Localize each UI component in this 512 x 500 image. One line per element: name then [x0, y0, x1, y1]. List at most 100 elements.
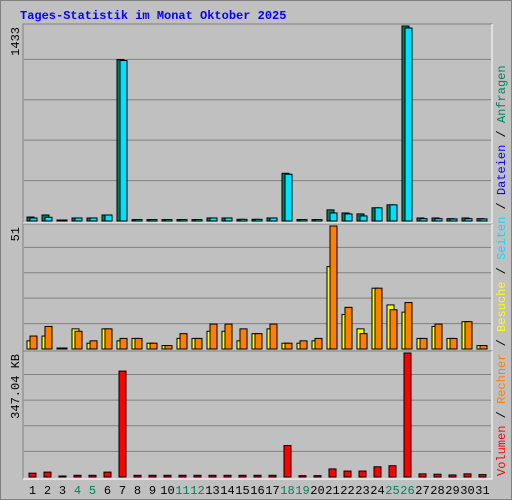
x-tick-label: 16: [250, 484, 264, 498]
bar: [344, 306, 353, 350]
bar: [373, 466, 382, 478]
x-tick-label: 19: [295, 484, 309, 498]
x-tick-label: 27: [415, 484, 429, 498]
bar: [209, 323, 218, 350]
bar: [118, 370, 127, 478]
bar: [103, 471, 112, 478]
bar: [389, 309, 398, 350]
bar: [404, 27, 413, 222]
bar: [44, 216, 53, 222]
bar: [463, 473, 472, 478]
bar: [359, 333, 368, 350]
x-tick-label: 5: [89, 484, 96, 498]
panel: [22, 23, 493, 224]
bar: [133, 474, 142, 478]
bar: [209, 217, 218, 222]
bar: [148, 474, 157, 478]
bar: [298, 475, 307, 478]
legend-separator: /: [495, 195, 509, 217]
panel-bevel: [23, 24, 493, 224]
legend-separator: /: [495, 260, 509, 282]
bar: [299, 340, 308, 350]
legend: Volumen / Rechner / Besuche / Seiten / D…: [495, 65, 509, 476]
bar: [328, 468, 337, 478]
bar: [43, 471, 52, 478]
bar: [449, 337, 458, 350]
panel: [22, 350, 493, 480]
bar: [163, 474, 172, 478]
x-tick-label: 8: [134, 484, 141, 498]
x-tick-label: 29: [445, 484, 459, 498]
bar: [134, 219, 143, 222]
bar: [434, 323, 443, 350]
bar: [104, 328, 113, 350]
x-tick-label: 3: [59, 484, 66, 498]
x-tick-label: 22: [340, 484, 354, 498]
bar: [253, 474, 262, 478]
bar: [164, 345, 173, 350]
bar: [164, 219, 173, 222]
bar: [119, 337, 128, 350]
bar: [239, 328, 248, 350]
bar: [89, 217, 98, 222]
bar: [374, 287, 383, 350]
bar: [284, 173, 293, 222]
bar: [254, 333, 263, 350]
x-tick-label: 1: [29, 484, 36, 498]
bar: [29, 217, 38, 222]
bar: [283, 445, 292, 478]
y-tick-label: 51: [9, 227, 23, 241]
bar: [404, 302, 413, 350]
bar: [314, 337, 323, 350]
x-tick-label: 31: [475, 484, 489, 498]
x-tick-label: 4: [74, 484, 81, 498]
x-tick-label: 12: [190, 484, 204, 498]
x-tick-label: 25: [385, 484, 399, 498]
bar: [179, 333, 188, 350]
x-tick-label: 7: [119, 484, 126, 498]
bar: [464, 321, 473, 350]
bar: [28, 472, 37, 478]
legend-separator: /: [495, 332, 509, 354]
bar: [479, 218, 488, 222]
bar: [449, 218, 458, 222]
x-tick-label: 23: [355, 484, 369, 498]
bar: [193, 474, 202, 478]
x-tick-label: 2: [44, 484, 51, 498]
bar: [194, 337, 203, 350]
legend-entry: Volumen: [495, 426, 509, 476]
bar: [44, 325, 53, 350]
x-tick-label: 24: [370, 484, 384, 498]
bar: [418, 473, 427, 478]
bar: [434, 218, 443, 222]
bar: [59, 219, 68, 222]
legend-entry: Dateien: [495, 145, 509, 195]
bar: [284, 342, 293, 350]
x-tick-label: 13: [205, 484, 219, 498]
x-tick-label: 20: [310, 484, 324, 498]
bar: [89, 340, 98, 350]
bar: [479, 345, 488, 350]
panel-bevel: [23, 351, 493, 480]
x-tick-label: 14: [220, 484, 234, 498]
y-tick-label: 1433: [9, 27, 23, 56]
bar: [134, 337, 143, 350]
bar: [374, 207, 383, 222]
panel: [22, 223, 493, 352]
bar: [359, 215, 368, 222]
bar: [88, 474, 97, 478]
bar: [269, 323, 278, 350]
bar: [343, 470, 352, 478]
x-tick-label: 6: [104, 484, 111, 498]
legend-entry: Besuche: [495, 282, 509, 332]
bar: [59, 347, 68, 350]
bar: [478, 474, 487, 478]
legend-entry: Seiten: [495, 217, 509, 260]
x-tick-label: 17: [265, 484, 279, 498]
bar: [344, 213, 353, 222]
bar: [254, 218, 263, 222]
chart-title: Tages-Statistik im Monat Oktober 2025: [20, 9, 286, 23]
x-tick-label: 11: [175, 484, 189, 498]
bar: [149, 219, 158, 222]
